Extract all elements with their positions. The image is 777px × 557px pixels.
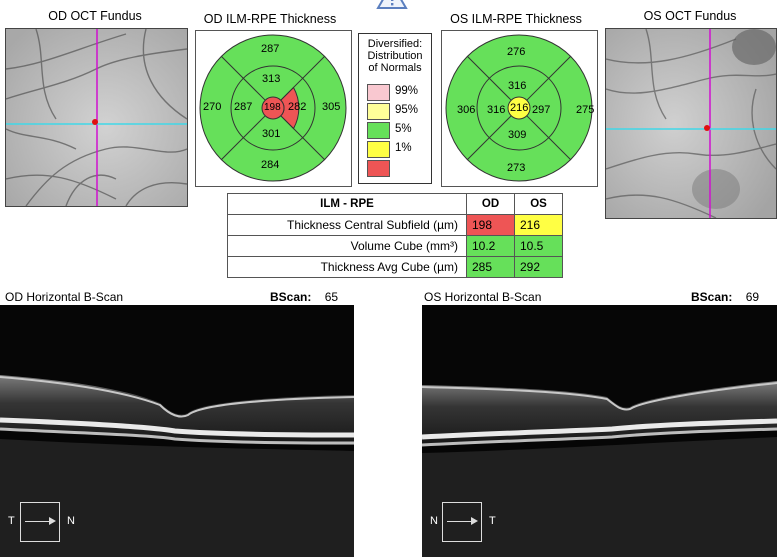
table-header-od: OD [466, 193, 515, 215]
os-value: 10.5 [514, 235, 563, 257]
od-value: 285 [466, 256, 515, 278]
od-orient-right: N [67, 515, 75, 527]
row-label: Volume Cube (mm³) [227, 235, 467, 257]
ilm-rpe-table: ILM - RPE OD OS Thickness Central Subfie… [227, 193, 563, 278]
arrow-right-icon [49, 517, 56, 525]
legend-row: 5% [367, 122, 431, 139]
legend-title-2: Distribution [367, 50, 423, 62]
od-inner-inferior: 301 [262, 128, 281, 140]
od-fundus-image[interactable] [5, 28, 188, 207]
legend-row [367, 160, 431, 177]
od-outer-inferior: 284 [261, 159, 280, 171]
os-bscan-key: BScan: [691, 290, 733, 304]
od-fundus-title: OD OCT Fundus [48, 9, 142, 23]
row-label: Thickness Avg Cube (µm) [227, 256, 467, 278]
table-row: Volume Cube (mm³) 10.2 10.5 [227, 235, 563, 257]
os-bscan-image[interactable]: N T [422, 305, 777, 557]
od-bscan-image[interactable]: T N [0, 305, 354, 557]
od-orient-left: T [8, 515, 15, 527]
os-thickness-map[interactable]: 276 306 275 273 316 316 297 309 216 [441, 30, 598, 187]
od-bscan-key: BScan: [270, 290, 312, 304]
table-header-metric: ILM - RPE [227, 193, 467, 215]
os-center: 216 [510, 102, 529, 114]
os-orientation-box [442, 502, 482, 542]
table-header-row: ILM - RPE OD OS [227, 193, 563, 215]
od-inner-temporal: 287 [234, 101, 253, 113]
os-fundus-title: OS OCT Fundus [643, 9, 737, 23]
table-row: Thickness Avg Cube (µm) 285 292 [227, 256, 563, 278]
legend-row: 95% [367, 103, 431, 120]
od-orientation-box [20, 502, 60, 542]
arrow-right-icon [471, 517, 478, 525]
legend-row: 1% [367, 141, 431, 158]
legend-row: 99% [367, 84, 431, 101]
od-thickness-map[interactable]: 287 270 305 284 313 287 282 301 198 [195, 30, 352, 187]
os-inner-inferior: 309 [508, 129, 527, 141]
od-bscan-index: BScan: 65 [270, 290, 338, 304]
os-thickness-title: OS ILM-RPE Thickness [450, 12, 582, 26]
os-bscan-number: 69 [745, 290, 760, 304]
row-label: Thickness Central Subfield (µm) [227, 214, 467, 236]
table-header-os: OS [514, 193, 563, 215]
os-outer-superior: 276 [507, 46, 526, 58]
os-bscan-title: OS Horizontal B-Scan [424, 290, 542, 304]
os-fundus-image[interactable] [605, 28, 777, 219]
od-inner-nasal: 282 [288, 101, 307, 113]
od-bscan-number: 65 [324, 290, 339, 304]
warning-icon [376, 0, 408, 12]
od-value: 198 [466, 214, 515, 236]
os-value: 216 [514, 214, 563, 236]
os-outer-inferior: 273 [507, 162, 526, 174]
od-thickness-title: OD ILM-RPE Thickness [203, 12, 337, 26]
od-value: 10.2 [466, 235, 515, 257]
os-outer-nasal: 306 [457, 104, 476, 116]
od-inner-superior: 313 [262, 73, 281, 85]
od-outer-nasal: 305 [322, 101, 341, 113]
os-inner-nasal: 316 [487, 104, 506, 116]
legend-title-3: of Normals [368, 62, 422, 74]
os-orient-left: N [430, 515, 438, 527]
od-center: 198 [264, 102, 281, 113]
table-row: Thickness Central Subfield (µm) 198 216 [227, 214, 563, 236]
os-inner-temporal: 297 [532, 104, 551, 116]
os-orient-right: T [489, 515, 496, 527]
od-bscan-title: OD Horizontal B-Scan [5, 290, 124, 304]
normals-legend: Diversified: Distribution of Normals 99%… [358, 33, 432, 184]
os-outer-temporal: 275 [576, 104, 595, 116]
od-outer-superior: 287 [261, 43, 280, 55]
od-outer-temporal: 270 [203, 101, 222, 113]
os-bscan-index: BScan: 69 [691, 290, 759, 304]
os-inner-superior: 316 [508, 80, 527, 92]
os-value: 292 [514, 256, 563, 278]
legend-title-1: Diversified: [367, 38, 423, 50]
